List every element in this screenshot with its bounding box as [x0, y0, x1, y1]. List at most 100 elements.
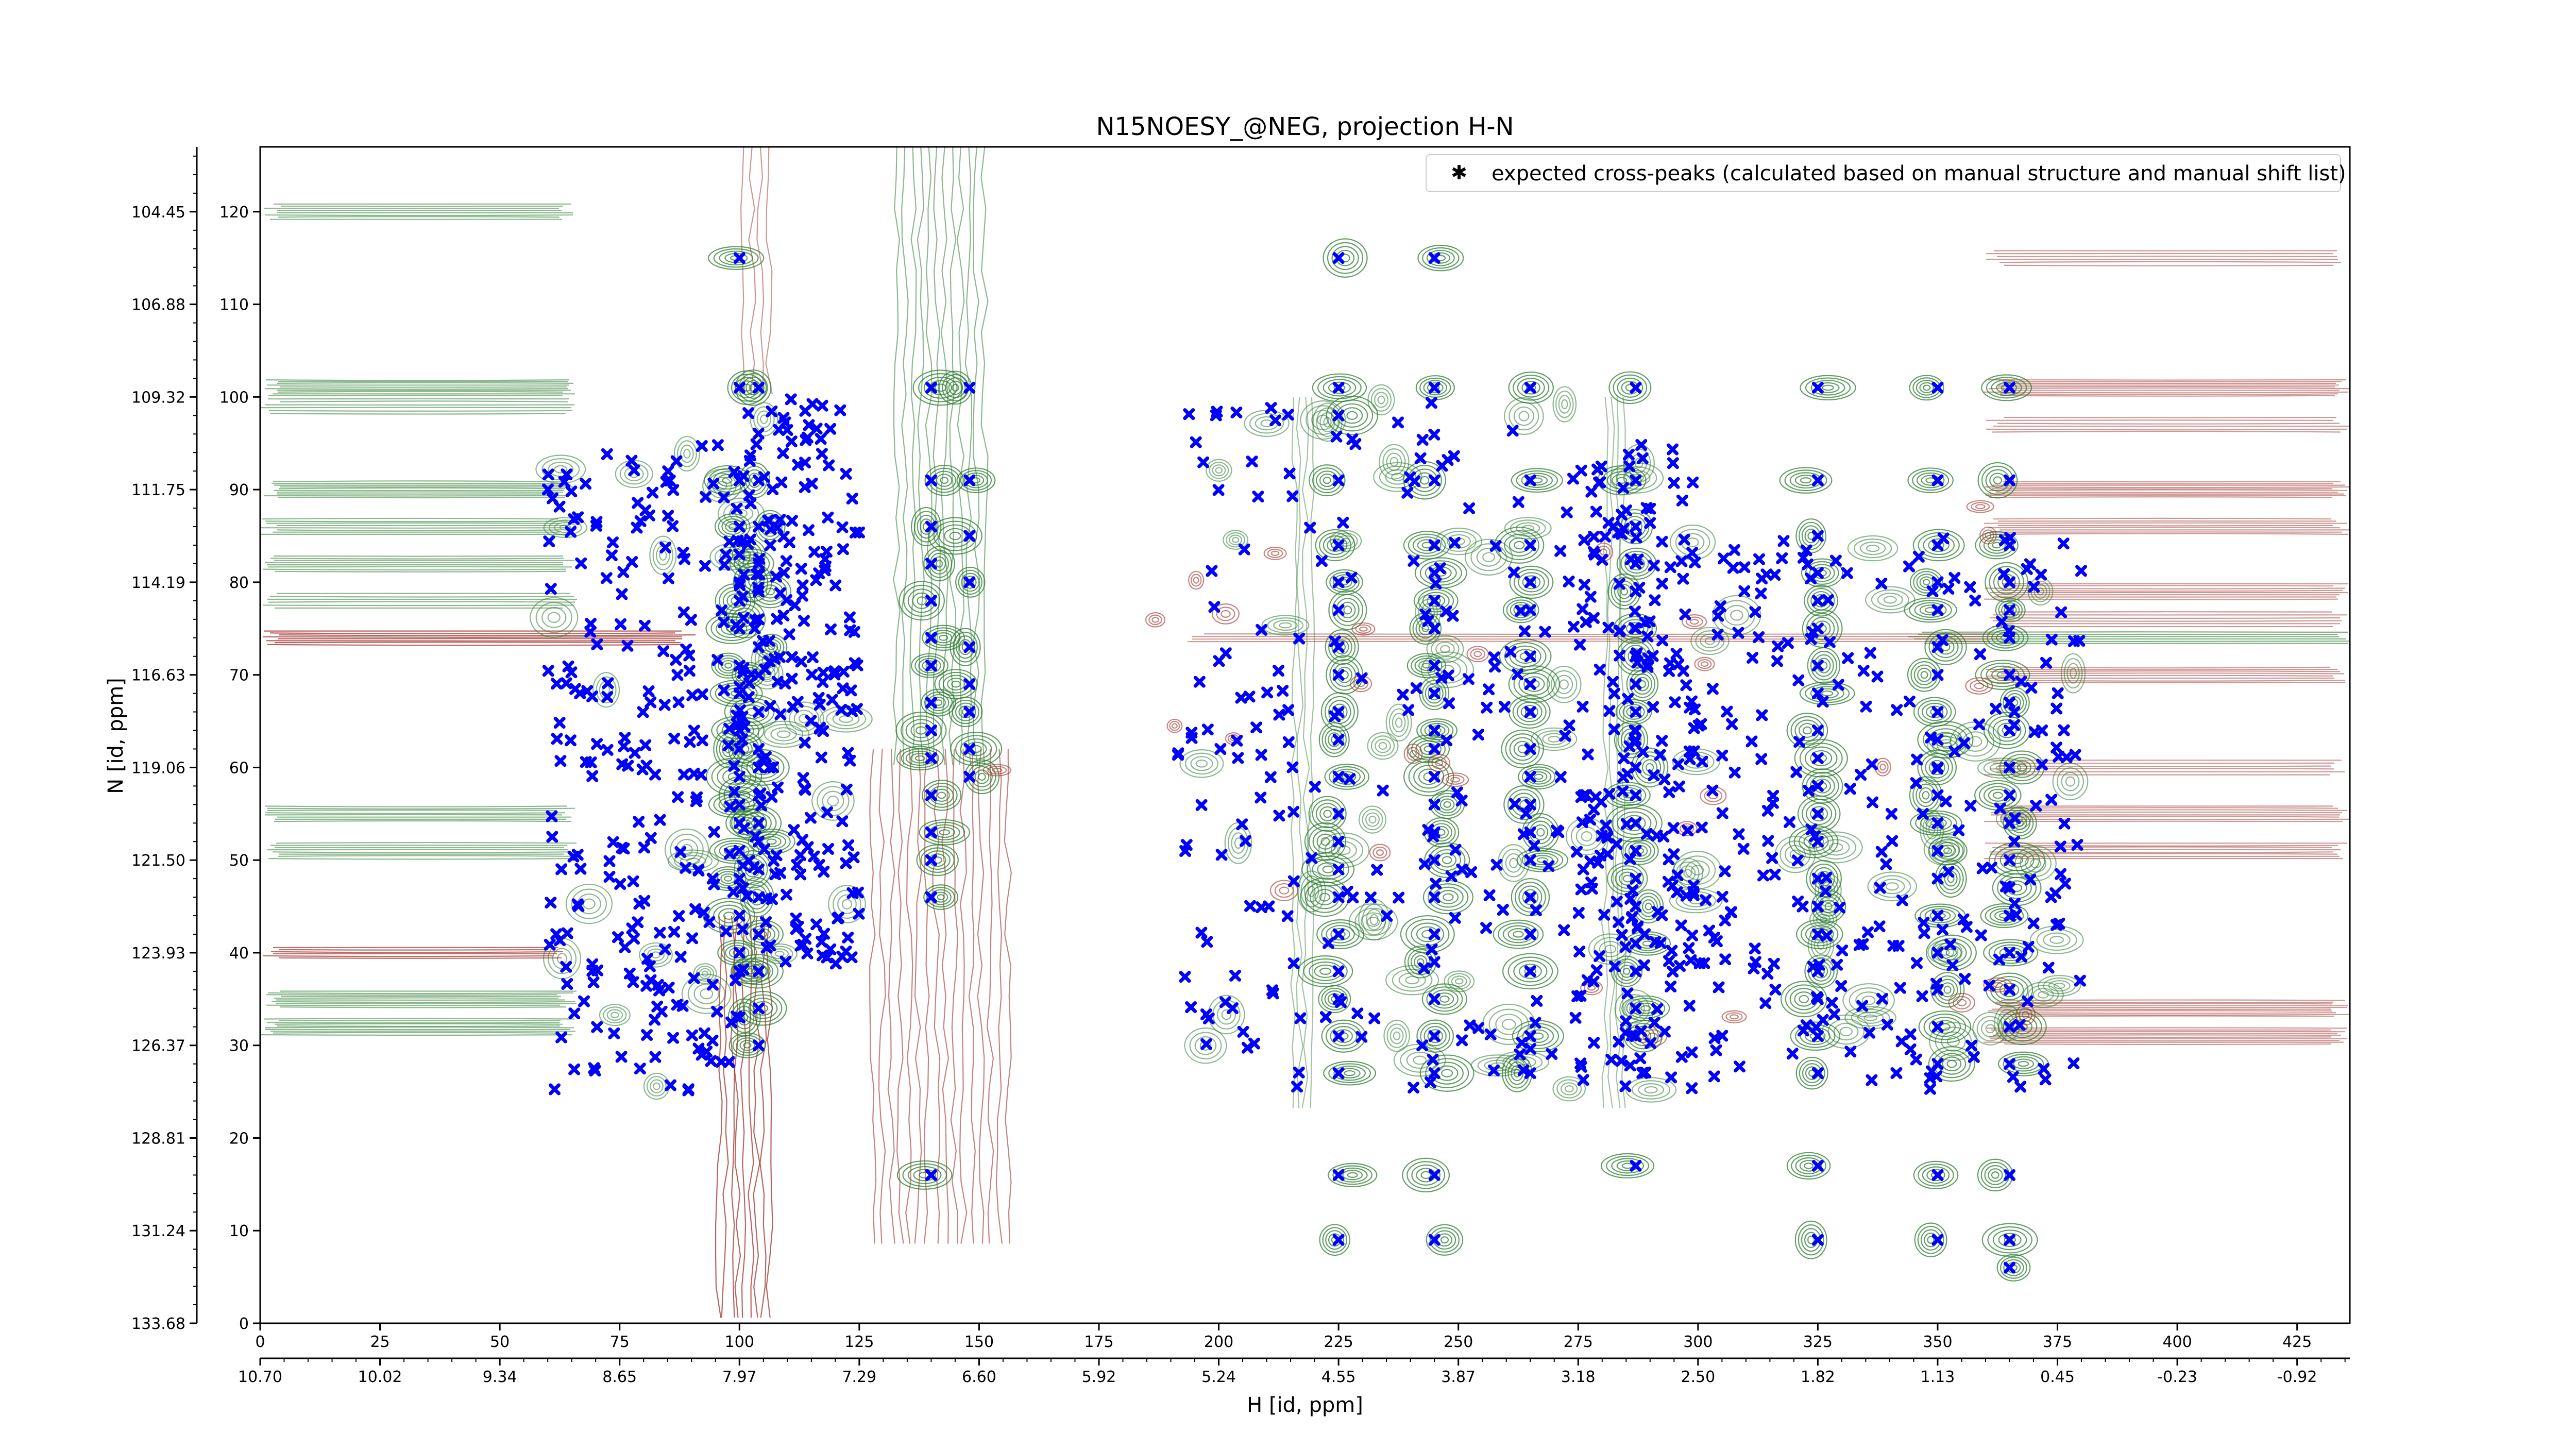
cross-peak-marker [1831, 958, 1843, 971]
contour-blob [1383, 1019, 1410, 1052]
cross-peak-marker [1404, 471, 1416, 483]
cross-peak-marker [586, 690, 598, 702]
cross-peak-marker [1931, 474, 1944, 486]
cross-peak-marker [1931, 845, 1944, 857]
cross-peak-marker [925, 474, 937, 486]
cross-peak-marker [716, 604, 728, 616]
cross-peak-marker [591, 964, 604, 976]
cross-peak-marker [840, 946, 852, 957]
cross-peak-marker [799, 457, 811, 469]
contour-blob [1516, 848, 1569, 872]
cross-peak-marker [1649, 936, 1662, 948]
contour-blob [1502, 953, 1558, 990]
cross-peak-marker [798, 615, 810, 627]
x-tick-label: 225 [1324, 1333, 1353, 1351]
contour-band [260, 398, 575, 415]
cross-peak-marker [1875, 578, 1888, 589]
cross-peak-marker [853, 907, 865, 920]
cross-peak-marker [1416, 1039, 1429, 1052]
cross-peak-marker [1244, 900, 1256, 912]
cross-peak-marker [829, 579, 842, 592]
contour-blob [1975, 660, 2030, 690]
legend-marker-icon: ✱ [1451, 161, 1467, 184]
cross-peak-marker [634, 515, 647, 527]
cross-peak-marker [2071, 839, 2083, 851]
cross-peak-marker [1590, 964, 1603, 976]
cross-peak-marker [846, 493, 858, 505]
contour-blob [1682, 614, 1707, 630]
cross-peak-marker [736, 733, 748, 746]
cross-peak-marker [1620, 1015, 1632, 1027]
cross-peak-marker [1768, 957, 1780, 970]
cross-peak-marker [738, 822, 750, 834]
cross-peak-marker [2021, 563, 2033, 575]
x-ppm-axis: 10.70 10.02 9.34 8.65 7.97 7.29 6.60 5.92 5.24 4.… [238, 1357, 2350, 1386]
cross-peak-marker [1640, 828, 1653, 840]
cross-peak-marker [1750, 956, 1761, 968]
contour-blob [673, 435, 700, 471]
cross-peak-marker [718, 491, 730, 503]
cross-peak-marker [1504, 646, 1517, 658]
cross-peak-marker [1688, 880, 1700, 892]
cross-peak-marker [925, 724, 937, 736]
cross-peak-marker [1381, 910, 1393, 922]
cross-peak-marker [755, 799, 768, 812]
cross-peak-marker [1912, 550, 1925, 563]
cross-peak-marker [1713, 981, 1725, 993]
cross-peak-marker [815, 433, 827, 445]
cross-peak-marker [723, 535, 736, 548]
y-tick-label: 0 [239, 1315, 249, 1333]
cross-peak-marker [824, 423, 837, 435]
cross-peak-marker [1856, 1000, 1869, 1012]
cross-peak-marker [1238, 543, 1250, 555]
cross-peak-marker [1630, 678, 1642, 690]
cross-peak-marker [796, 589, 808, 602]
contour-blob [1531, 727, 1578, 751]
cross-peak-marker [1428, 474, 1440, 486]
cross-peak-marker [1677, 572, 1689, 585]
contour-band [264, 379, 575, 396]
cross-peak-marker [842, 839, 854, 851]
cross-peak-marker [1304, 521, 1316, 534]
contour-blob [1441, 772, 1469, 787]
cross-peak-marker [1596, 553, 1608, 566]
cross-peak-marker [1524, 678, 1536, 690]
cross-peak-marker [1393, 891, 1405, 904]
x-tick-label: 50 [490, 1333, 510, 1351]
cross-peak-marker [1195, 799, 1208, 811]
x-ppm-tick-label: 3.18 [1561, 1368, 1596, 1386]
cross-peak-marker [1999, 880, 2012, 892]
cross-peak-marker [848, 851, 860, 864]
cross-peak-marker [549, 1083, 561, 1096]
cross-peak-marker [1791, 854, 1804, 867]
cross-peak-marker [1517, 1064, 1530, 1076]
cross-peak-marker [621, 639, 634, 652]
cross-peak-marker [553, 717, 566, 729]
cross-peak-marker [1246, 456, 1258, 468]
cross-peak-marker [1638, 959, 1650, 971]
cross-peak-marker [607, 836, 619, 848]
cross-peak-marker [1584, 855, 1597, 867]
cross-peak-marker [1201, 723, 1214, 736]
cross-peak-marker [1662, 875, 1674, 888]
contour-blob [2052, 763, 2089, 801]
cross-peak-marker [634, 1063, 646, 1075]
cross-peak-marker [1630, 706, 1642, 718]
cross-peak-marker [1946, 959, 1959, 971]
cross-peak-marker [1273, 665, 1284, 677]
cross-peak-marker [553, 500, 566, 513]
cross-peak-marker [756, 753, 769, 765]
cross-peak-marker [707, 477, 720, 490]
y-ppm-tick-label: 109.32 [131, 389, 185, 407]
cross-peak-marker [789, 599, 801, 612]
cross-peak-marker [629, 747, 641, 759]
cross-peak-marker [774, 514, 786, 526]
cross-peak-marker [1634, 1052, 1647, 1065]
cross-peak-marker [1910, 777, 1922, 789]
cross-peak-marker [1524, 576, 1536, 588]
cross-peak-marker [1973, 718, 1986, 731]
cross-peak-marker [1282, 736, 1295, 748]
cross-peak-marker [544, 938, 556, 951]
cross-peak-marker [1332, 474, 1345, 486]
cross-peak-marker [1637, 746, 1649, 758]
